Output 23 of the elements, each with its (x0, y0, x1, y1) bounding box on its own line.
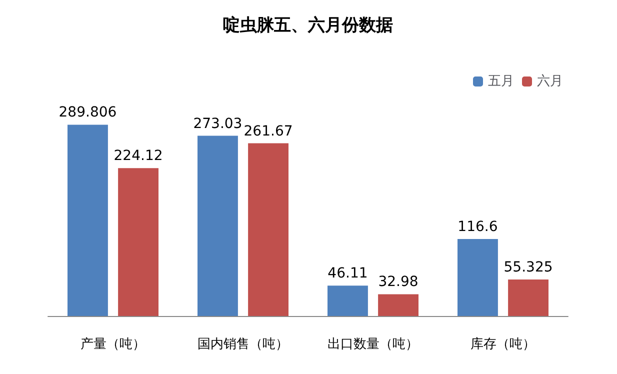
x-tick-label: 出口数量（吨） (328, 337, 418, 352)
legend-label: 六月 (537, 74, 563, 89)
data-label: 224.12 (114, 148, 163, 164)
data-label: 46.11 (328, 266, 368, 282)
x-tick-label: 库存（吨） (470, 337, 536, 352)
data-label: 273.03 (193, 116, 242, 132)
bar (198, 136, 238, 316)
x-tick-label: 国内销售（吨） (198, 337, 288, 352)
bar (118, 168, 158, 316)
chart-title: 啶虫脒五、六月份数据 (223, 16, 393, 36)
bar (458, 239, 498, 316)
bar (328, 286, 368, 316)
data-label: 261.67 (244, 123, 293, 140)
x-tick-label: 产量（吨） (80, 337, 146, 352)
data-label: 289.806 (58, 104, 117, 121)
legend-label: 五月 (488, 74, 514, 89)
data-label: 55.325 (504, 259, 553, 276)
data-label: 32.98 (378, 274, 418, 290)
bar (378, 294, 418, 316)
bar (68, 124, 108, 316)
bar (508, 279, 548, 316)
data-label: 116.6 (458, 219, 498, 236)
bar (248, 143, 288, 316)
